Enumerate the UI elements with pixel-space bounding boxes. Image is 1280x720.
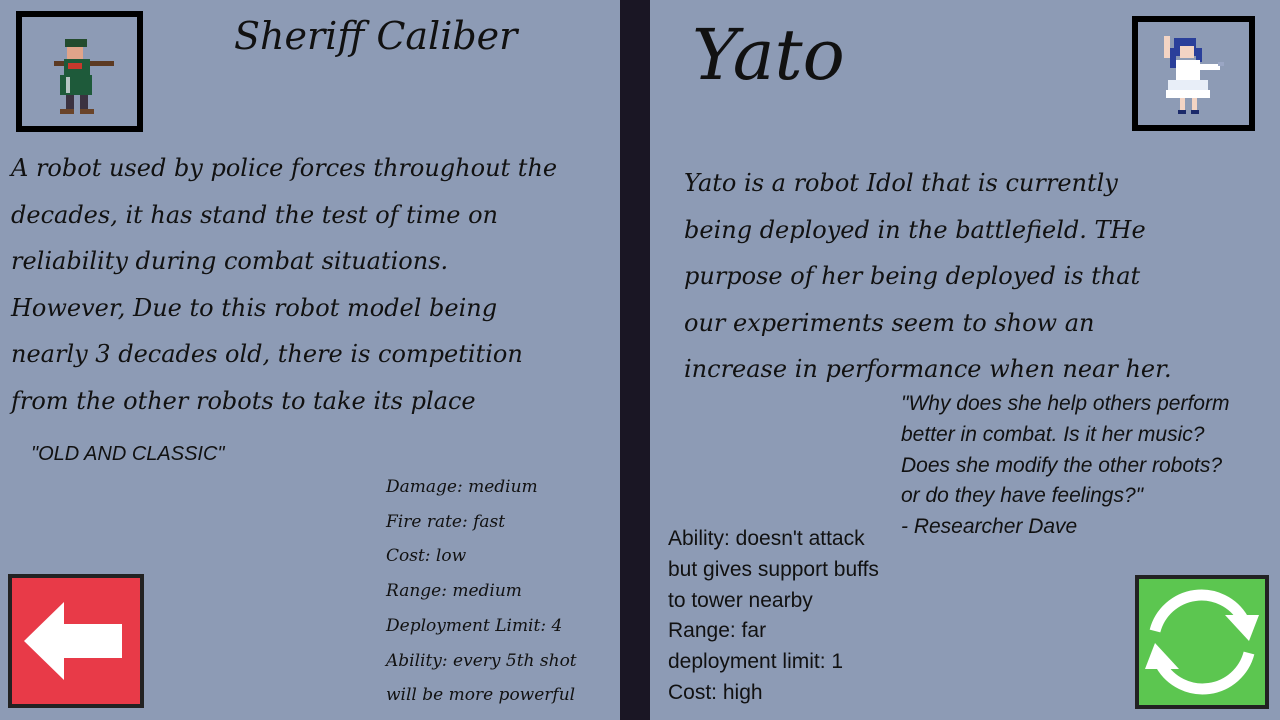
- right-description-line: our experiments seem to show an: [684, 308, 1095, 337]
- refresh-cycle-icon: [1145, 589, 1259, 695]
- left-stat-line: Cost: low: [386, 546, 467, 567]
- right-quote-line: - Researcher Dave: [901, 515, 1078, 539]
- right-description-line: increase in performance when near her.: [684, 355, 1172, 383]
- right-character-name: Yato: [692, 14, 845, 96]
- left-description-line: nearly 3 decades old, there is competiti…: [11, 340, 523, 368]
- left-quote: "OLD AND CLASSIC": [31, 443, 225, 465]
- swap-character-button[interactable]: [1135, 575, 1269, 709]
- sheriff-sprite-icon: [54, 39, 114, 114]
- right-description-line: Yato is a robot Idol that is currently: [684, 169, 1118, 197]
- back-button[interactable]: [8, 574, 144, 708]
- right-stat-line: Cost: high: [668, 680, 763, 704]
- left-description: A robot used by police forces throughout…: [11, 145, 557, 424]
- right-stat-line: deployment limit: 1: [668, 650, 844, 674]
- right-stats: Ability: doesn't attack but gives suppor…: [668, 524, 879, 709]
- left-stat-line: Ability: every 5th shot: [386, 650, 577, 671]
- yato-sprite-icon: [1164, 36, 1224, 114]
- right-stat-line: Ability: doesn't attack: [668, 527, 865, 550]
- right-quote-line: Does she modify the other robots?: [901, 453, 1223, 477]
- left-arrow-icon: [24, 602, 122, 680]
- left-panel: Sheriff Caliber A robot used by police f…: [0, 0, 620, 720]
- right-stat-line: but gives support buffs: [668, 557, 879, 581]
- yato-portrait: [1132, 16, 1255, 131]
- left-description-line: reliability during combat situations.: [11, 247, 449, 275]
- right-description-line: purpose of her being deployed is that: [684, 262, 1141, 290]
- right-panel: Yato Yato is a robot Idol that is c: [650, 0, 1280, 720]
- left-stat-line: Damage: medium: [386, 477, 538, 497]
- right-quote-line: "Why does she help others perform: [901, 392, 1230, 415]
- left-character-name: Sheriff Caliber: [234, 14, 518, 58]
- right-description: Yato is a robot Idol that is currently b…: [684, 160, 1172, 393]
- right-stat-line: Range: far: [668, 619, 767, 643]
- left-stat-line: Range: medium: [386, 581, 522, 602]
- right-stat-line: to tower nearby: [668, 588, 813, 612]
- right-quote: "Why does she help others perform better…: [901, 389, 1229, 543]
- left-description-line: However, Due to this robot model being: [11, 293, 498, 322]
- left-stat-line: Deployment Limit: 4: [386, 615, 563, 636]
- left-stat-line: Fire rate: fast: [386, 511, 506, 532]
- left-description-line: from the other robots to take its place: [11, 386, 476, 415]
- panel-divider: [620, 0, 650, 720]
- sheriff-caliber-portrait: [16, 11, 143, 132]
- right-description-line: being deployed in the battlefield. THe: [684, 215, 1146, 244]
- right-quote-line: or do they have feelings?": [901, 484, 1144, 508]
- left-stat-line: will be more powerful: [386, 685, 576, 706]
- right-quote-line: better in combat. Is it her music?: [901, 422, 1205, 446]
- left-description-line: decades, it has stand the test of time o…: [11, 200, 498, 229]
- left-stats: Damage: medium Fire rate: fast Cost: low…: [386, 470, 577, 713]
- left-description-line: A robot used by police forces throughout…: [11, 154, 558, 182]
